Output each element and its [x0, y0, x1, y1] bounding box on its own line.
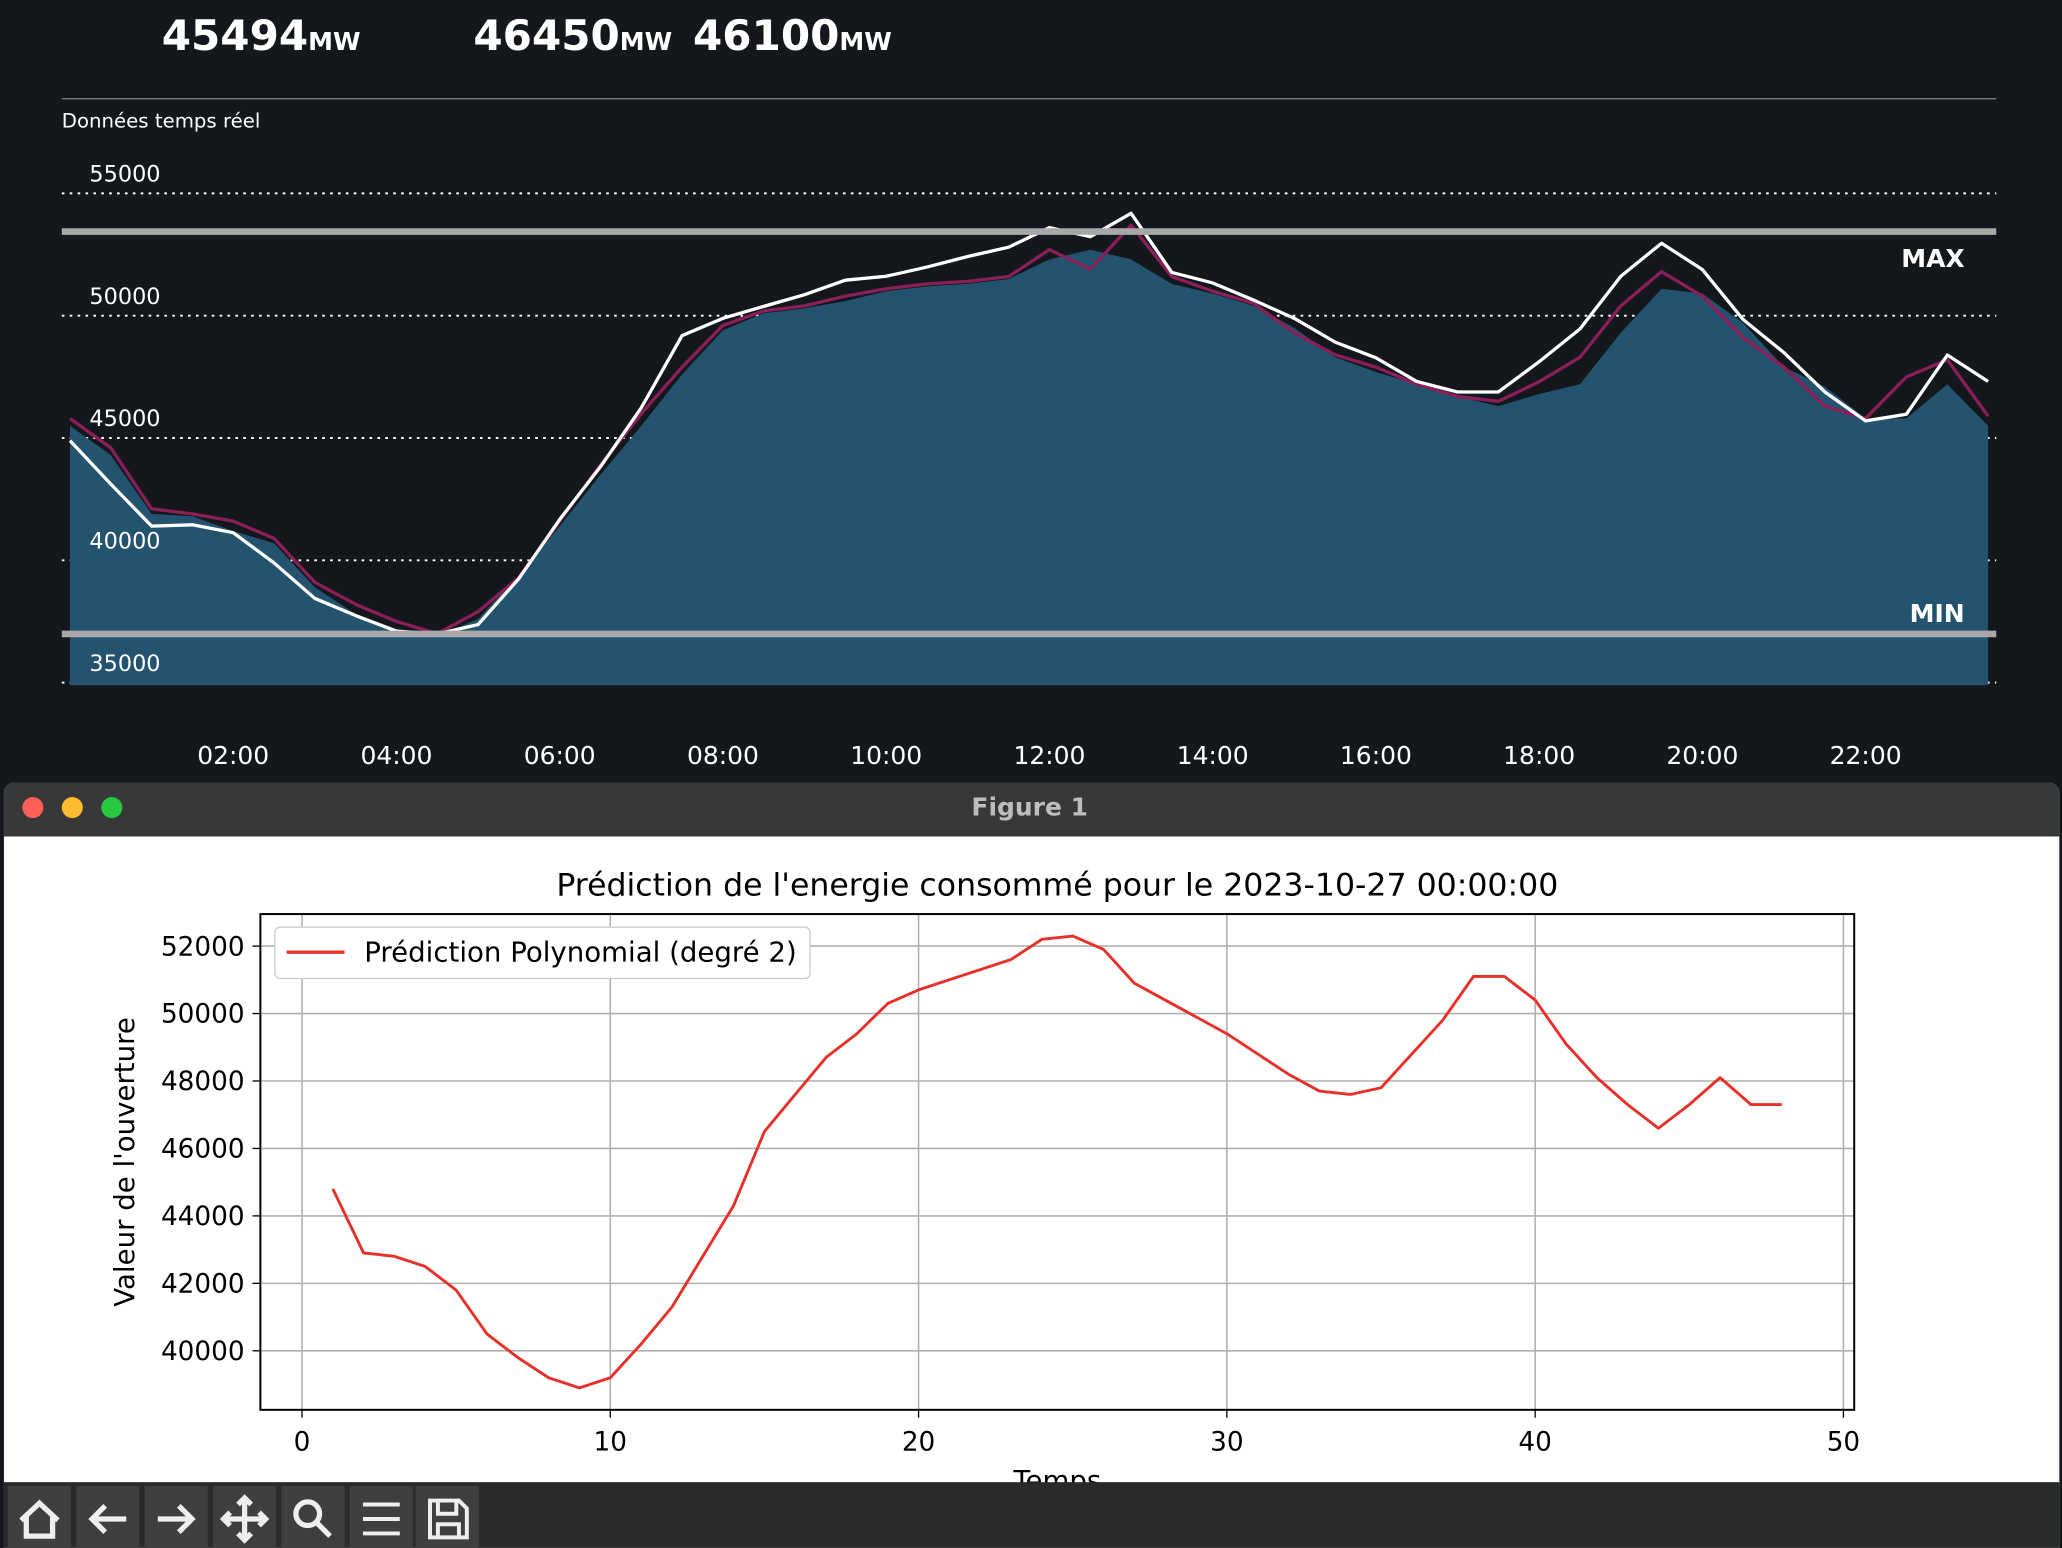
x-tick-label: 16:00 [1340, 741, 1412, 770]
y-tick-label: 40000 [89, 528, 160, 554]
kpi-value: 45494 [162, 11, 308, 60]
y-axis-label: Valeur de l'ouverture [108, 1017, 141, 1307]
kpi-value: 46100 [693, 11, 839, 60]
x-tick-label: 20 [902, 1428, 935, 1458]
x-tick-label: 10:00 [850, 741, 922, 770]
save-icon [428, 1498, 469, 1540]
title-bar [3, 782, 2060, 837]
kpi-value: 46450 [473, 11, 619, 60]
x-tick-label: 30 [1210, 1428, 1243, 1458]
back-icon [88, 1503, 127, 1534]
line [68, 211, 1989, 636]
reference-label: MAX [1901, 244, 1964, 273]
y-tick-label: 48000 [161, 1067, 245, 1097]
x-tick-label: 40 [1518, 1428, 1551, 1458]
x-tick-label: 02:00 [197, 741, 269, 770]
x-tick-label: 04:00 [360, 741, 432, 770]
x-tick-label: 06:00 [524, 741, 596, 770]
y-tick-label: 44000 [161, 1202, 245, 1232]
kpi-unit: MW [620, 27, 672, 56]
kpi: 45494MW [162, 11, 361, 60]
forward-icon [157, 1503, 196, 1534]
home-icon [19, 1499, 60, 1539]
area [69, 249, 1989, 686]
y-tick-label: 46000 [161, 1135, 245, 1165]
x-tick-label: 10 [594, 1428, 627, 1458]
kpi-unit: MW [308, 27, 360, 56]
kpi-unit: MW [839, 27, 891, 56]
toolbar-icons [19, 1494, 469, 1544]
configure-icon [362, 1502, 400, 1536]
y-tick-label: 52000 [161, 932, 245, 962]
y-tick-label: 40000 [161, 1337, 245, 1367]
zoom-icon-handle [315, 1521, 332, 1538]
y-tick-label: 42000 [161, 1270, 245, 1300]
y-tick-label: 35000 [89, 651, 160, 677]
x-tick-label: 22:00 [1830, 741, 1902, 770]
x-tick-label: 12:00 [1013, 741, 1085, 770]
plot-frame [259, 913, 1856, 1411]
y-tick-label: 50000 [89, 284, 160, 310]
x-tick-label: 20:00 [1666, 741, 1738, 770]
zoom-tool-button[interactable] [281, 1486, 345, 1548]
chart-title: Prédiction de l'energie consommé pour le… [556, 868, 1558, 904]
prediction-chart: 40000 42000 44000 46000 48000 50000 52000 0 10 20… [108, 868, 1860, 1497]
y-tick-label: 45000 [89, 406, 160, 432]
x-tick-label: 14:00 [1177, 741, 1249, 770]
legend-box [274, 926, 811, 980]
pan-icon [219, 1494, 270, 1544]
line [69, 223, 1990, 636]
window-title: Figure 1 [971, 792, 1088, 821]
close-button[interactable] [22, 797, 44, 819]
chart-subtitle: Données temps réel [62, 110, 261, 133]
realtime-chart: 35000 40000 45000 50000 55000 02:00 04:00 06:00… [61, 162, 1997, 770]
toolbar [3, 1482, 2060, 1548]
legend-label: Prédiction Polynomial (degré 2) [364, 935, 796, 968]
reference-label: MIN [1910, 599, 1965, 628]
y-tick-label: 55000 [89, 162, 160, 188]
x-tick-label: 0 [294, 1428, 311, 1458]
zoom-icon [293, 1499, 323, 1529]
x-tick-label: 08:00 [687, 741, 759, 770]
y-tick-label: 50000 [161, 1000, 245, 1030]
x-tick-label: 18:00 [1503, 741, 1575, 770]
kpi: 46100MW [693, 11, 892, 60]
x-tick-label: 50 [1827, 1428, 1860, 1458]
kpi: 46450MW [473, 11, 672, 60]
minimize-button[interactable] [61, 797, 83, 819]
zoom-button[interactable] [101, 797, 123, 819]
line [331, 934, 1782, 1390]
